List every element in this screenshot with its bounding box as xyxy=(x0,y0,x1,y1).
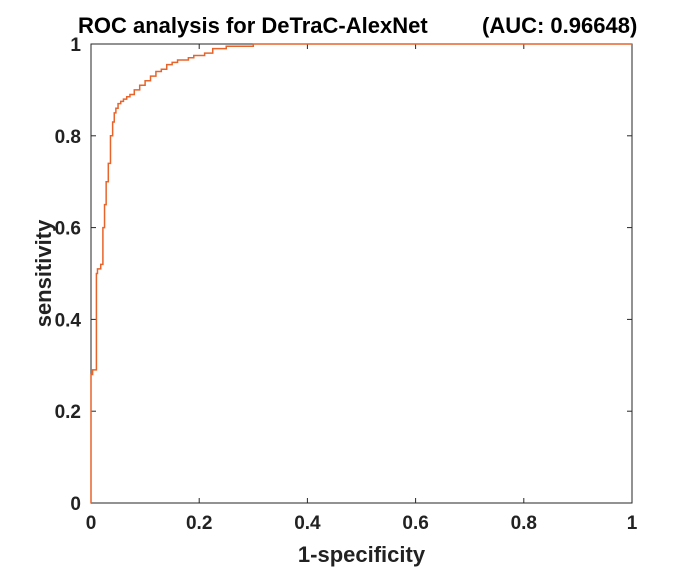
x-tick-label: 0.8 xyxy=(511,513,537,534)
x-tick-label: 0.6 xyxy=(402,513,428,534)
plot-area xyxy=(90,43,633,504)
y-tick-label: 1 xyxy=(70,35,81,56)
y-tick-labels: 0 0.2 0.4 0.6 0.8 1 xyxy=(55,35,82,515)
tick-marks xyxy=(90,43,633,504)
x-tick-labels: 0 0.2 0.4 0.6 0.8 1 xyxy=(86,513,638,534)
x-axis-label: 1-specificity xyxy=(298,542,426,567)
y-tick-label: 0.2 xyxy=(55,402,81,423)
x-tick-label: 0.2 xyxy=(186,513,212,534)
x-tick-label: 1 xyxy=(627,513,638,534)
y-tick-label: 0.6 xyxy=(55,219,81,240)
y-tick-label: 0.8 xyxy=(55,127,81,148)
y-tick-label: 0 xyxy=(70,494,81,515)
y-axis-label: sensitivity xyxy=(31,219,56,327)
auc-label: (AUC: 0.96648) xyxy=(482,13,637,38)
x-tick-label: 0.4 xyxy=(294,513,321,534)
chart-title: ROC analysis for DeTraC-AlexNet xyxy=(78,13,428,38)
x-tick-label: 0 xyxy=(86,513,97,534)
roc-curve-line xyxy=(90,43,632,503)
y-tick-label: 0.4 xyxy=(55,310,82,331)
series-group xyxy=(90,43,632,503)
